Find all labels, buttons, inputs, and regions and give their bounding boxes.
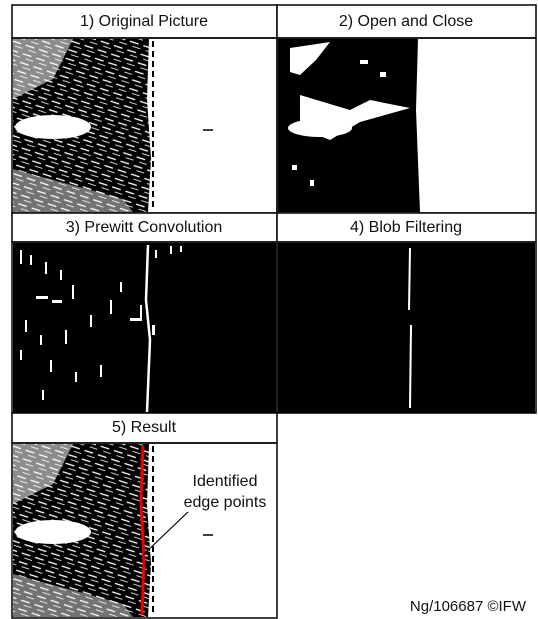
panel-5: 5) Result Identified edge points [11, 412, 278, 619]
panel-3: 3) Prewitt Convolution [11, 212, 278, 414]
annotation-line: Identified [193, 473, 258, 490]
blob-image [278, 243, 535, 413]
edge-points [139, 445, 146, 616]
panel-title: 5) Result [112, 419, 177, 436]
panel-2: 2) Open and Close [276, 4, 537, 214]
panel-title: 3) Prewitt Convolution [66, 219, 223, 236]
panel-title: 4) Blob Filtering [350, 219, 462, 236]
panel-title: 1) Original Picture [80, 13, 208, 30]
panel-title: 2) Open and Close [339, 13, 473, 30]
credit: Ng/106687 ©IFW [410, 598, 527, 615]
prewitt-image [13, 243, 276, 413]
panel-4: 4) Blob Filtering [276, 212, 537, 414]
leader-line [142, 509, 191, 556]
annotation-line: edge points [184, 494, 267, 511]
panel-1: 1) Original Picture [11, 4, 278, 214]
title-box [11, 4, 278, 39]
title-box [11, 212, 278, 243]
original-image [12, 38, 277, 213]
result-image [12, 443, 277, 618]
